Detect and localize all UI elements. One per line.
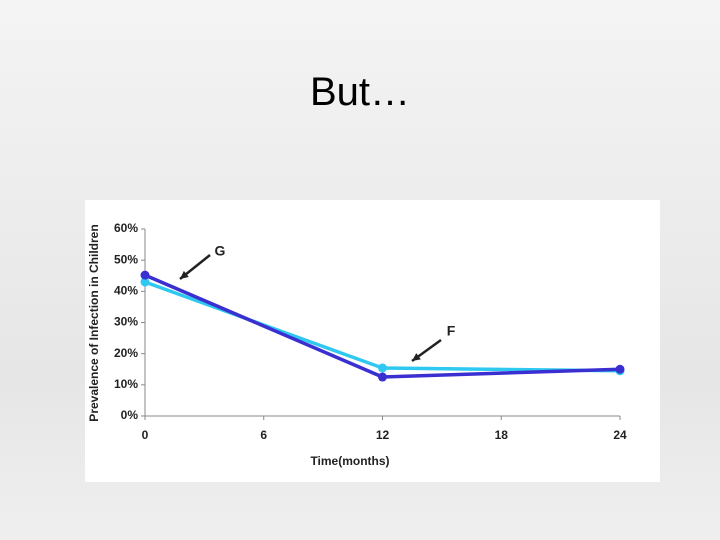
- x-tick-label: 12: [376, 428, 390, 442]
- x-tick-label: 0: [142, 428, 149, 442]
- y-tick-label: 50%: [114, 252, 138, 266]
- annotation-arrowhead: [412, 353, 421, 361]
- slide-title: But…: [309, 70, 411, 114]
- annotation-arrowhead: [180, 270, 189, 279]
- data-point: [378, 372, 387, 382]
- x-tick-label: 6: [260, 428, 267, 442]
- x-tick-label: 24: [613, 428, 627, 442]
- y-tick-label: 0%: [121, 408, 139, 422]
- data-point: [615, 364, 625, 374]
- data-point: [140, 270, 150, 280]
- x-axis-label: Time(months): [310, 454, 389, 468]
- y-tick-label: 60%: [114, 221, 138, 235]
- y-tick-label: 10%: [114, 377, 138, 391]
- x-tick-label: 18: [495, 428, 509, 442]
- y-tick-label: 20%: [114, 346, 138, 360]
- y-tick-label: 30%: [114, 315, 138, 329]
- data-point: [378, 363, 387, 373]
- annotation: G: [215, 243, 226, 259]
- chart-area: [85, 200, 660, 482]
- annotation: F: [447, 323, 456, 339]
- y-tick-label: 40%: [114, 284, 138, 298]
- data-point: [140, 277, 150, 287]
- y-axis-label: Prevalence of Infection in Children: [87, 224, 101, 421]
